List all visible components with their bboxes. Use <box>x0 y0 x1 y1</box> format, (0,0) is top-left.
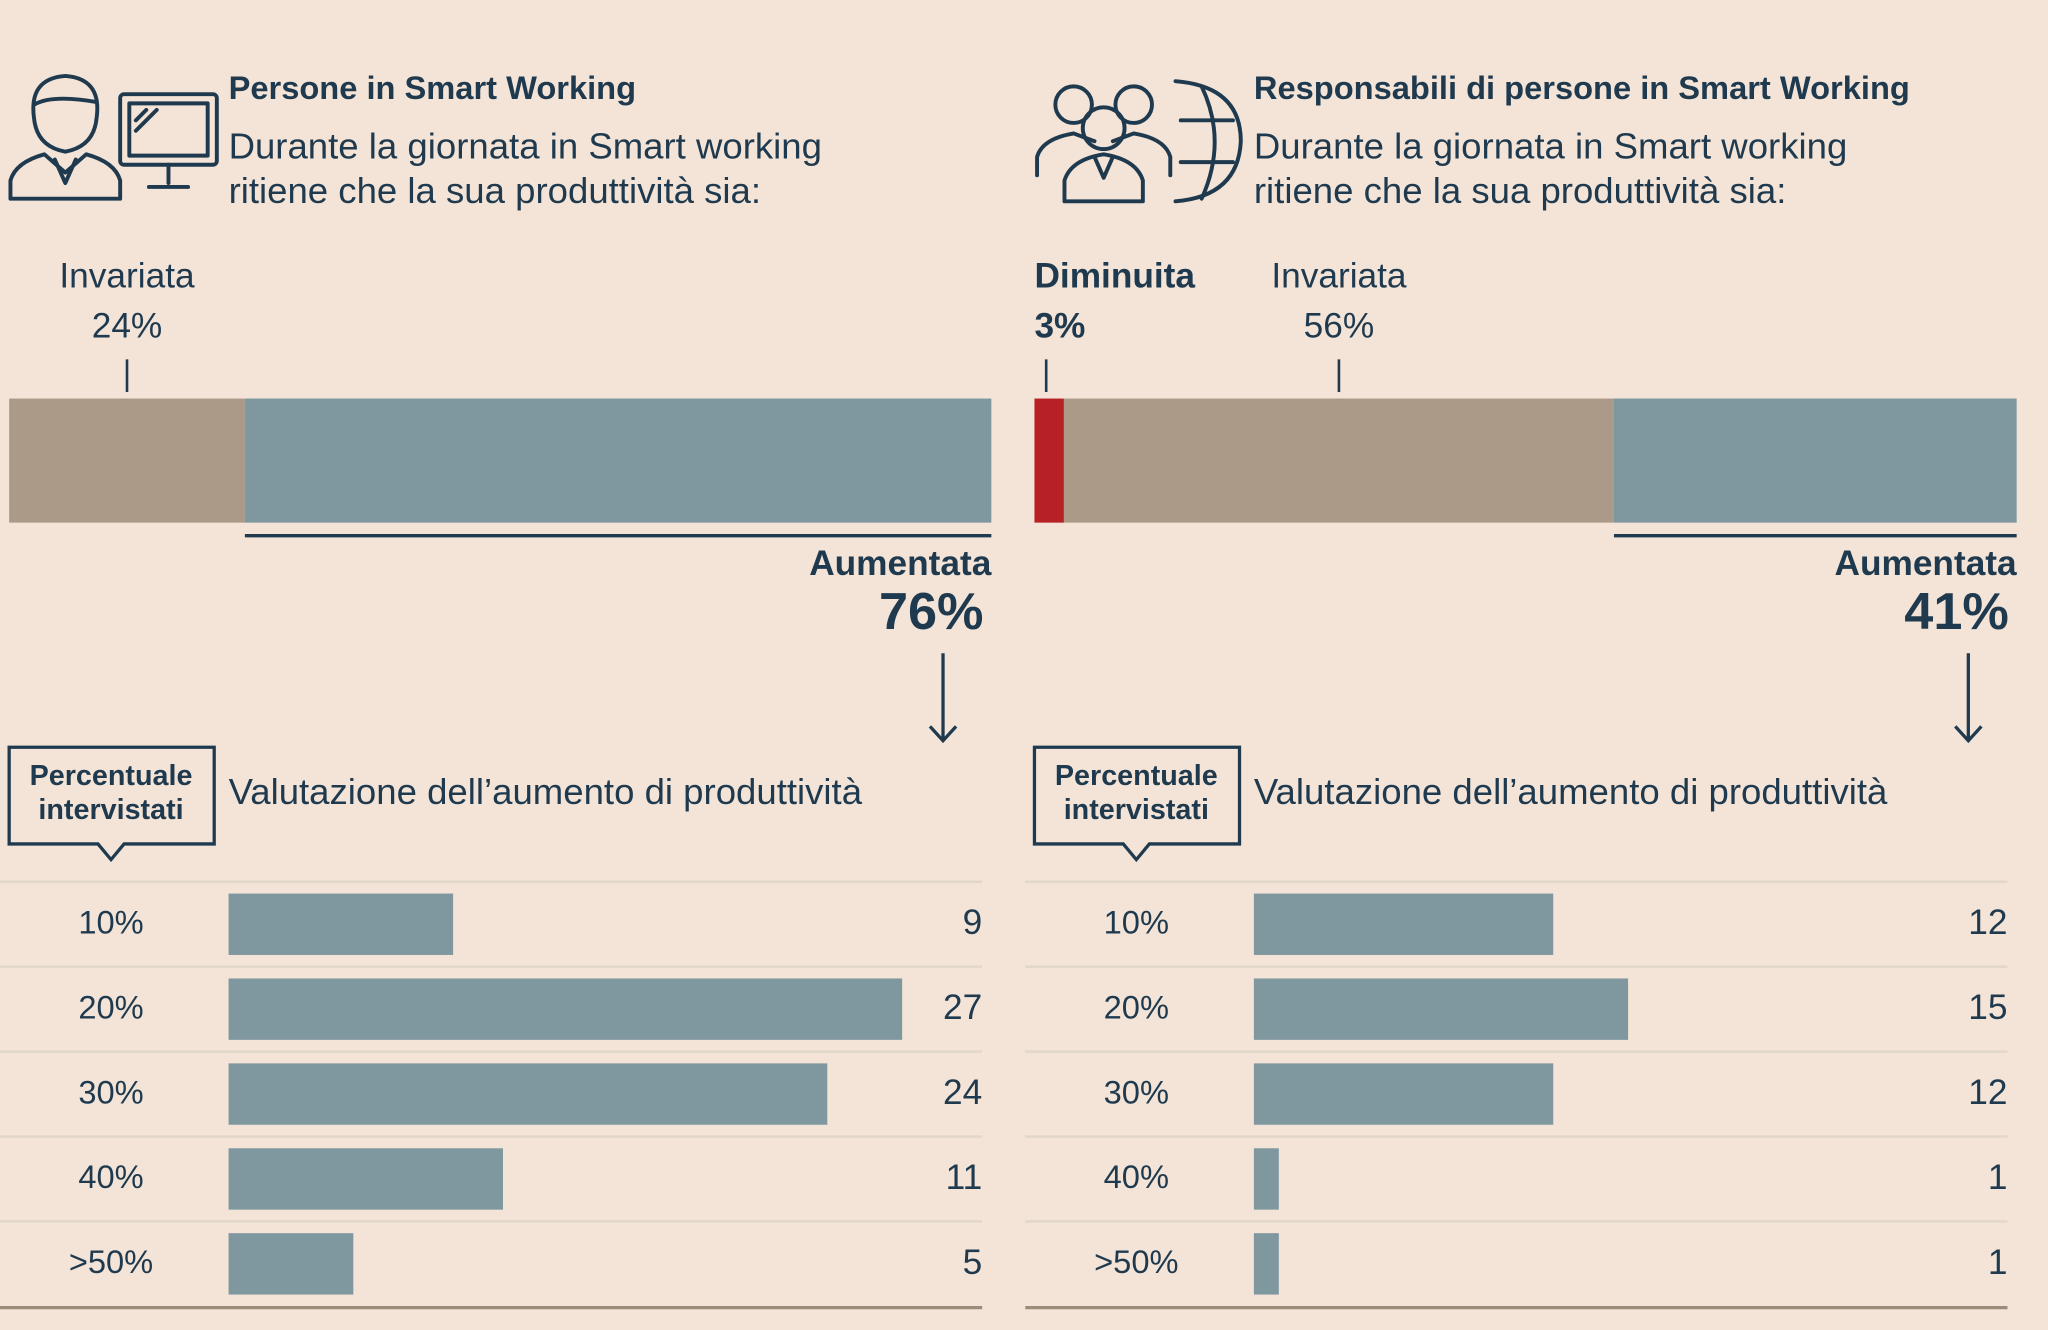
chart-title: Valutazione dell’aumento di produttività <box>229 771 863 812</box>
value-label: 12 <box>1968 1073 2007 1112</box>
axis-label: Percentuale <box>30 760 193 792</box>
panel-subtitle: ritiene che la sua produttività sia: <box>1254 170 1786 211</box>
value-label: 15 <box>1968 988 2007 1027</box>
category-label: >50% <box>69 1243 153 1280</box>
bar <box>1253 893 1554 955</box>
segment-name: Diminuita <box>1034 257 1195 296</box>
bar <box>228 1233 354 1295</box>
chart-title: Valutazione dell’aumento di produttività <box>1254 771 1888 812</box>
panel-subtitle: Durante la giornata in Smart working <box>1254 126 1847 167</box>
stacked-segment <box>1063 398 1614 523</box>
person-monitor-icon <box>8 73 219 201</box>
bar <box>1253 1063 1554 1125</box>
segment-name: Aumentata <box>1834 544 2017 583</box>
category-label: 30% <box>78 1073 143 1110</box>
stacked-segment <box>9 398 245 523</box>
category-label: 10% <box>1104 904 1169 941</box>
segment-value: 76% <box>879 583 984 641</box>
bar <box>228 1063 828 1125</box>
stacked-segment <box>1613 398 2017 523</box>
bar <box>228 978 903 1040</box>
value-label: 9 <box>963 903 983 942</box>
category-label: 30% <box>1104 1073 1169 1110</box>
category-label: 20% <box>1104 988 1169 1025</box>
value-label: 11 <box>946 1158 983 1197</box>
panel-subtitle: ritiene che la sua produttività sia: <box>229 170 761 211</box>
segment-value: 56% <box>1304 306 1375 345</box>
category-label: >50% <box>1094 1243 1178 1280</box>
bar <box>228 1148 503 1210</box>
bar <box>228 893 454 955</box>
value-label: 24 <box>943 1073 982 1112</box>
label-box <box>1032 745 1242 863</box>
value-label: 1 <box>1988 1243 2008 1282</box>
value-label: 27 <box>943 988 982 1027</box>
segment-value: 24% <box>92 306 163 345</box>
bar <box>1253 978 1629 1040</box>
category-label: 20% <box>78 988 143 1025</box>
segment-value: 3% <box>1034 306 1085 345</box>
stacked-segment <box>244 398 992 523</box>
category-label: 40% <box>1104 1158 1169 1195</box>
category-label: 40% <box>78 1158 143 1195</box>
bar <box>1253 1233 1279 1295</box>
axis-label: intervistati <box>38 794 183 826</box>
panel-title: Persone in Smart Working <box>229 69 637 106</box>
value-label: 5 <box>963 1243 983 1282</box>
axis-label: intervistati <box>1064 794 1209 826</box>
group-globe-icon <box>1035 79 1243 204</box>
label-box <box>7 745 216 863</box>
panel-title: Responsabili di persone in Smart Working <box>1254 69 1910 106</box>
down-arrow <box>928 653 958 744</box>
stacked-segment <box>1034 398 1064 523</box>
category-label: 10% <box>78 904 143 941</box>
value-label: 12 <box>1968 903 2007 942</box>
value-label: 1 <box>1988 1158 2008 1197</box>
segment-name: Aumentata <box>809 544 992 583</box>
bar <box>1253 1148 1279 1210</box>
segment-value: 41% <box>1904 583 2009 641</box>
panel-subtitle: Durante la giornata in Smart working <box>229 126 822 167</box>
axis-label: Percentuale <box>1055 760 1218 792</box>
segment-name: Invariata <box>1271 257 1407 296</box>
segment-name: Invariata <box>59 257 195 296</box>
down-arrow <box>1954 653 1983 744</box>
